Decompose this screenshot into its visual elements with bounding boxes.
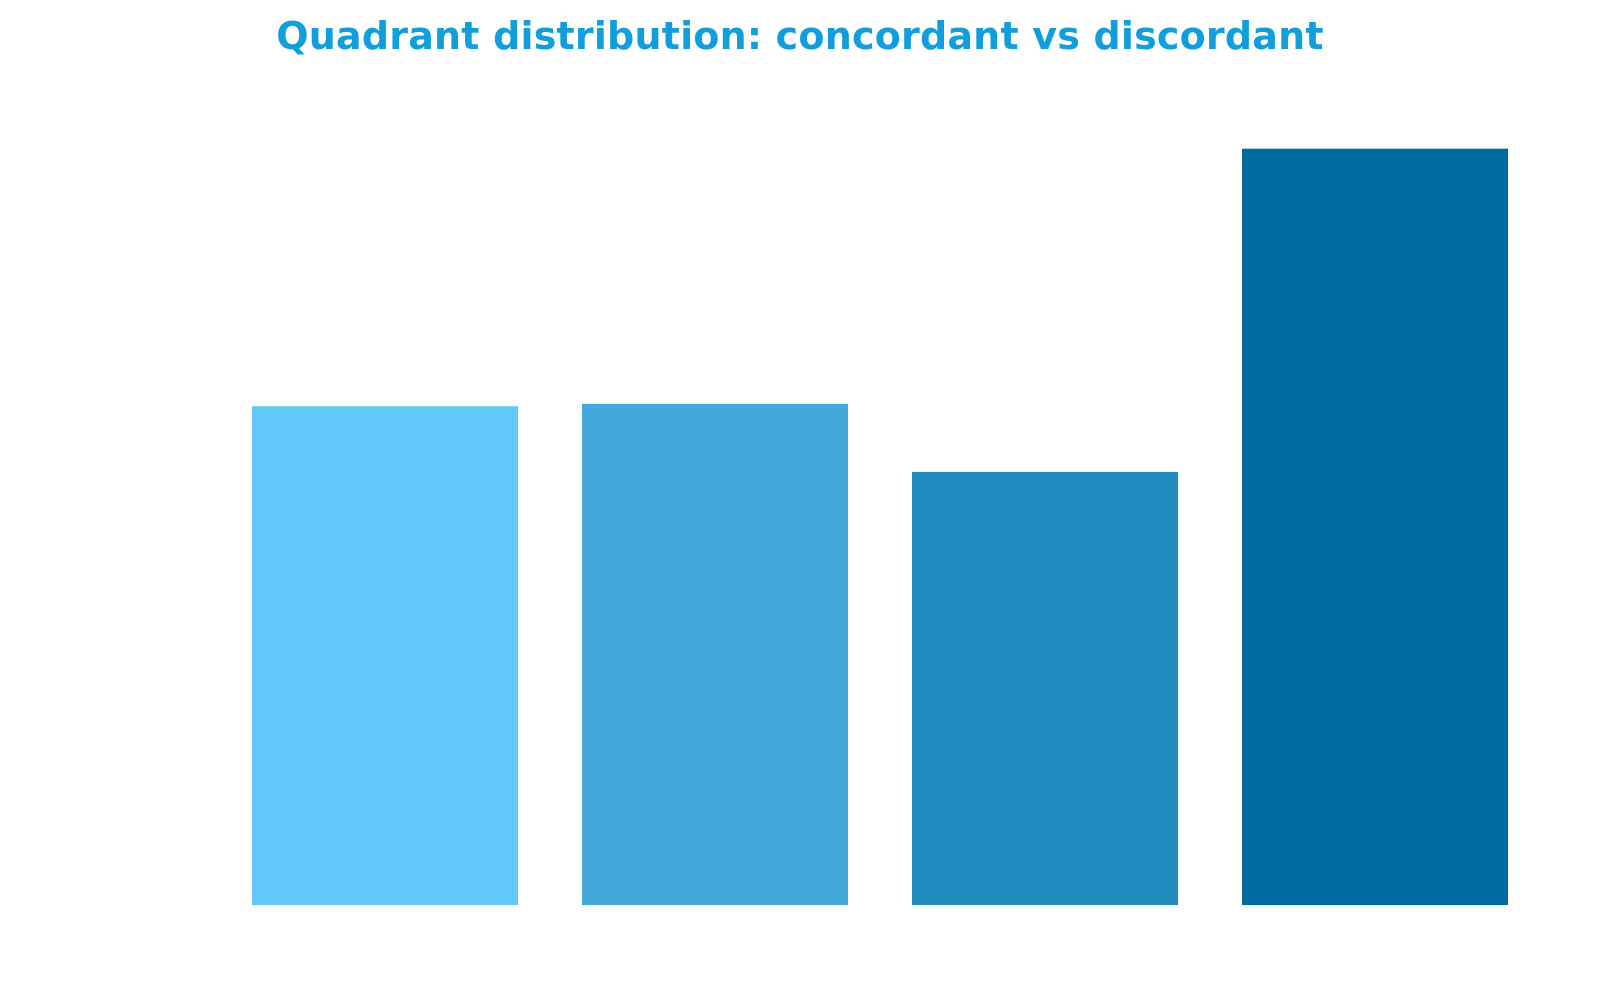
bars-group	[252, 148, 1508, 906]
bar-2	[582, 403, 848, 906]
chart-title: Quadrant distribution: concordant vs dis…	[276, 14, 1324, 58]
bar-4	[1242, 148, 1508, 905]
bar-3	[912, 471, 1178, 905]
bar-1	[252, 406, 518, 905]
